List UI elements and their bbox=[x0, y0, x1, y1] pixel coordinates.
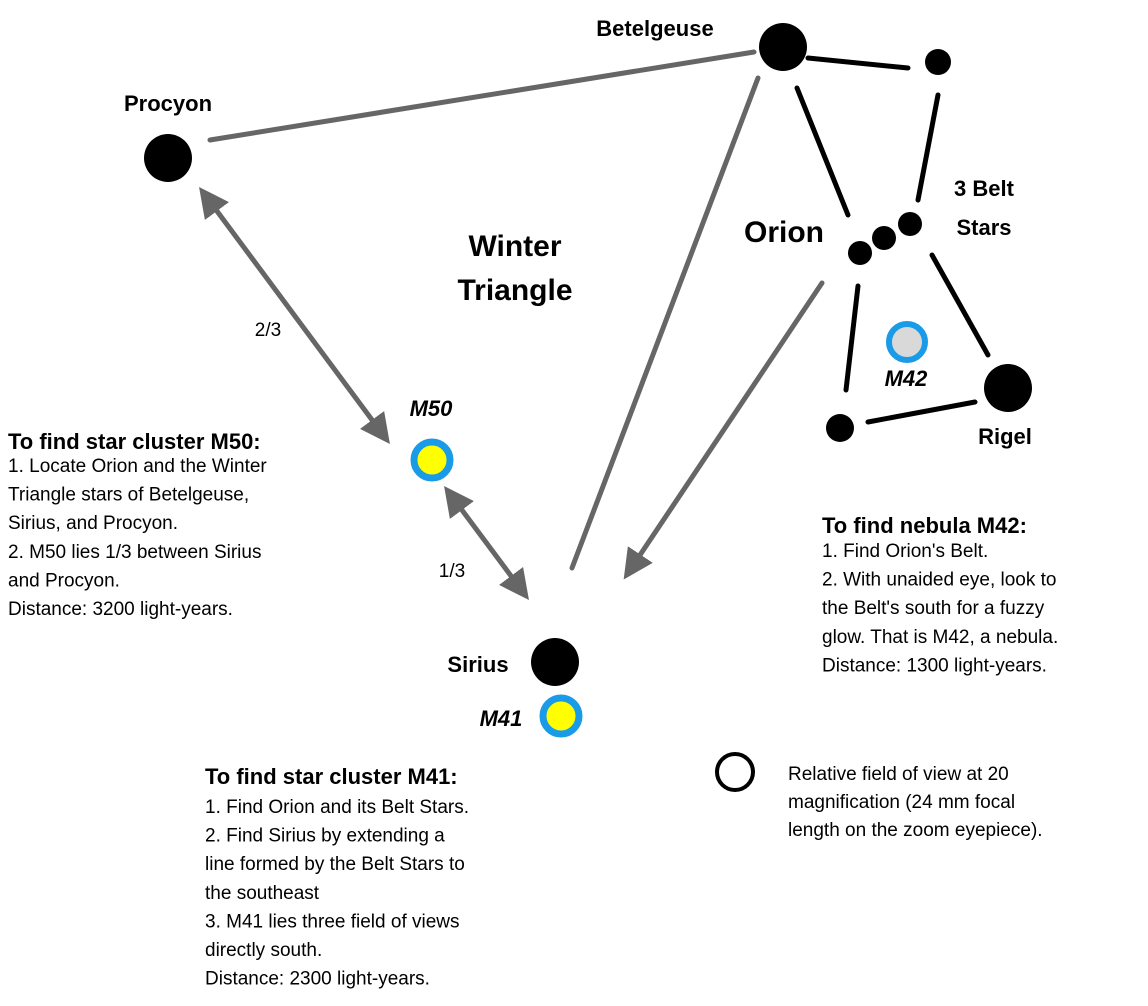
note-line: directly south. bbox=[205, 940, 322, 961]
star bbox=[144, 134, 192, 182]
triangle-line bbox=[569, 75, 761, 571]
note-line: 2. M50 lies 1/3 between Sirius bbox=[8, 542, 261, 563]
notes: To find star cluster M50:1. Locate Orion… bbox=[8, 429, 1058, 990]
star-label: Procyon bbox=[124, 91, 212, 116]
belt-star bbox=[898, 212, 922, 236]
note-line: 1. Locate Orion and the Winter bbox=[8, 456, 267, 477]
note-line: Triangle stars of Betelgeuse, bbox=[8, 485, 249, 506]
constellation-line bbox=[794, 85, 851, 218]
note-line: 1. Find Orion's Belt. bbox=[822, 541, 988, 562]
legend-line: length on the zoom eyepiece). bbox=[788, 820, 1043, 841]
note-line: 1. Find Orion and its Belt Stars. bbox=[205, 797, 469, 818]
legend-line: magnification (24 mm focal bbox=[788, 792, 1015, 813]
belt-star bbox=[848, 241, 872, 265]
note-line: Distance: 1300 light-years. bbox=[822, 655, 1047, 676]
note-line: and Procyon. bbox=[8, 570, 120, 591]
note-line: Sirius, and Procyon. bbox=[8, 513, 178, 534]
asterism-label: Winter bbox=[468, 230, 561, 263]
belt-label: 3 Belt bbox=[954, 176, 1015, 201]
constellation-line bbox=[929, 252, 991, 358]
fov-circle bbox=[715, 752, 755, 792]
ratio-label: 2/3 bbox=[255, 320, 281, 341]
star bbox=[759, 23, 807, 71]
ratio-arrow bbox=[444, 485, 529, 601]
cluster-marker bbox=[410, 438, 454, 482]
note-line: the Belt's south for a fuzzy bbox=[822, 598, 1045, 619]
constellation-line bbox=[865, 399, 978, 425]
note-heading: To find star cluster M41: bbox=[205, 764, 458, 789]
constellation-line bbox=[915, 92, 941, 203]
object-label: M50 bbox=[410, 396, 454, 421]
constellation-line bbox=[843, 283, 861, 393]
star bbox=[925, 49, 951, 75]
belt-star bbox=[872, 226, 896, 250]
note-line: 2. With unaided eye, look to bbox=[822, 570, 1056, 591]
note-heading: To find nebula M42: bbox=[822, 513, 1027, 538]
note-line: line formed by the Belt Stars to bbox=[205, 854, 465, 875]
object-label: M41 bbox=[480, 706, 523, 731]
star bbox=[531, 638, 579, 686]
star bbox=[826, 414, 854, 442]
legend-line: Relative field of view at 20 bbox=[788, 764, 1009, 785]
note-line: 2. Find Sirius by extending a bbox=[205, 826, 445, 847]
belt-label: Stars bbox=[956, 215, 1011, 240]
object-label: M42 bbox=[885, 366, 929, 391]
note-line: 3. M41 lies three field of views bbox=[205, 911, 460, 932]
ratio-arrow bbox=[199, 186, 390, 445]
star-label: Sirius bbox=[447, 652, 508, 677]
note-line: the southeast bbox=[205, 883, 320, 904]
triangle-line bbox=[207, 49, 757, 143]
constellation-line bbox=[805, 55, 911, 71]
note-line: Distance: 2300 light-years. bbox=[205, 969, 430, 990]
star bbox=[984, 364, 1032, 412]
cluster-marker bbox=[539, 694, 583, 738]
note-line: Distance: 3200 light-years. bbox=[8, 599, 233, 620]
note-line: glow. That is M42, a nebula. bbox=[822, 627, 1058, 648]
ratio-label: 1/3 bbox=[439, 561, 465, 582]
pointer-arrow bbox=[623, 280, 825, 580]
note-heading: To find star cluster M50: bbox=[8, 429, 261, 454]
nebula-marker bbox=[886, 321, 928, 363]
star-label: Rigel bbox=[978, 424, 1032, 449]
constellation-label: Orion bbox=[744, 216, 824, 249]
asterism-label: Triangle bbox=[457, 274, 572, 307]
star-label: Betelgeuse bbox=[596, 16, 713, 41]
